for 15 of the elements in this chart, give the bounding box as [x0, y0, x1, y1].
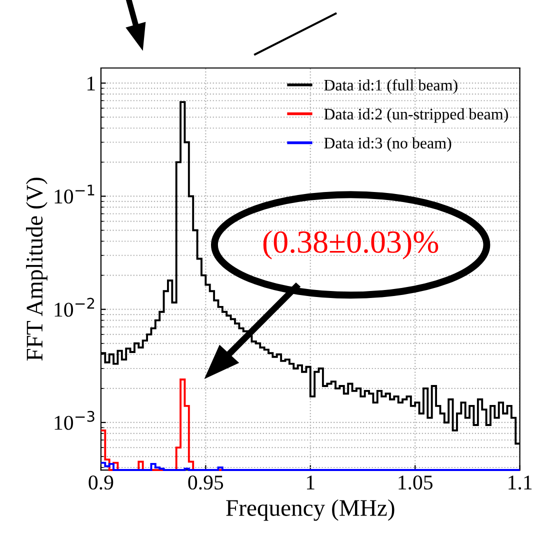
annotation: (0.38±0.03)% — [263, 230, 438, 260]
x-tick-label: 1.1 — [508, 476, 532, 490]
x-tick-label: 1.05 — [398, 475, 433, 490]
y-axis-title: FFT Amplitude (V) — [26, 178, 48, 361]
legend-label: Data id:3 (no beam) — [324, 137, 452, 152]
y-tick-label: 1 — [88, 76, 95, 90]
x-tick-label: 1 — [307, 476, 314, 490]
x-tick-label: 0.9 — [88, 475, 114, 490]
x-axis-title: Frequency (MHz) — [226, 499, 394, 521]
legend-label: Data id:1 (full beam) — [324, 79, 458, 94]
y-tick-label: 10$^{−2}$ — [54, 298, 94, 317]
y-tick-label: 10$^{−1}$ — [54, 184, 94, 204]
y-tick-label: 10$^{−3}$ — [54, 410, 94, 430]
x-tick-label: 0.95 — [188, 475, 224, 490]
legend-label: Data id:2 (un-stripped beam) — [324, 108, 508, 123]
